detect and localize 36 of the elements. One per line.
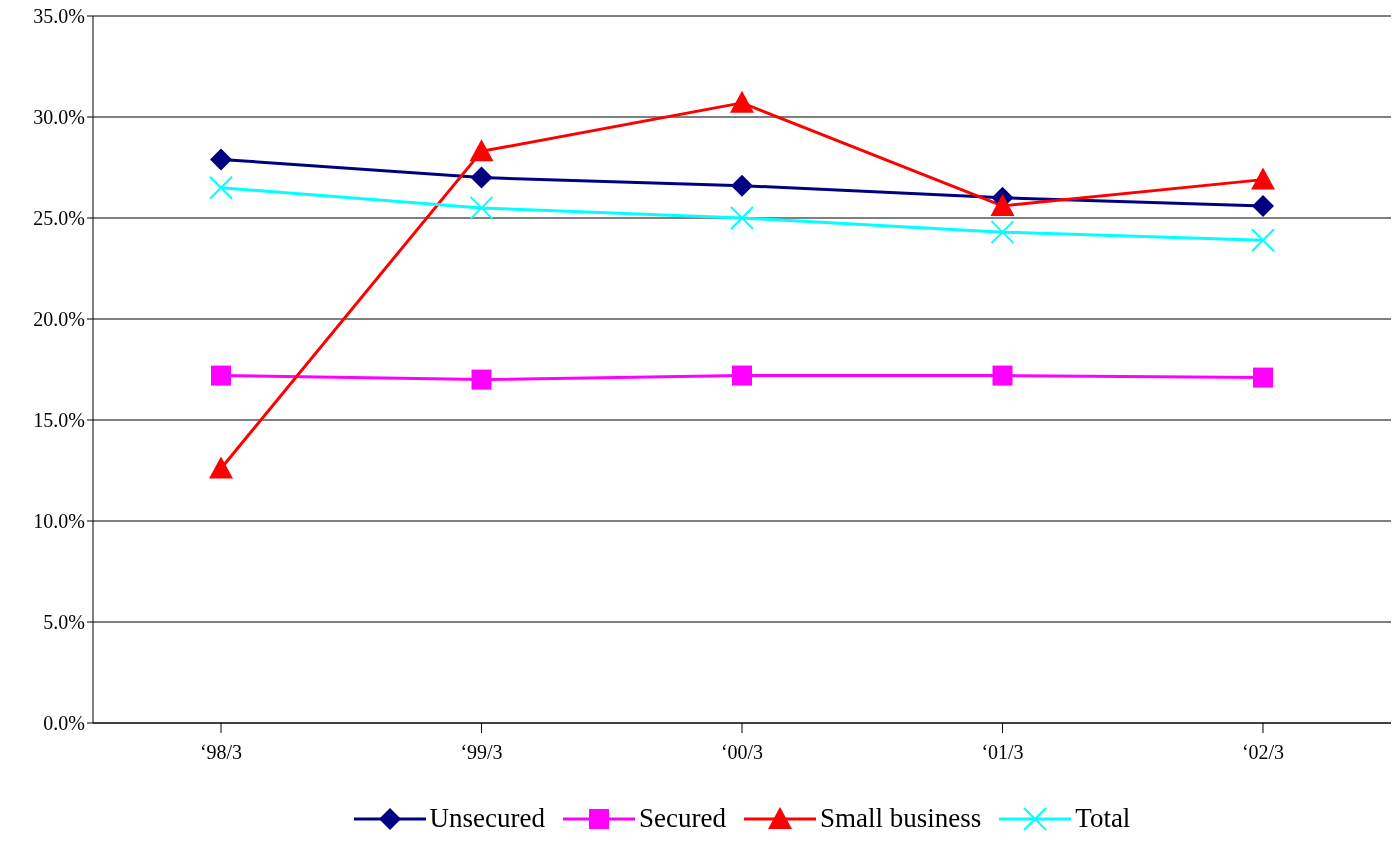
point: [209, 456, 233, 479]
y-tick-label: 0.0%: [43, 712, 85, 735]
y-tick-label: 10.0%: [33, 510, 85, 533]
legend-label: Unsecured: [429, 803, 546, 834]
y-tick-label: 15.0%: [33, 409, 85, 432]
point: [1252, 194, 1274, 217]
x-tick-label: ‘02/3: [1241, 741, 1285, 764]
point: [730, 206, 754, 230]
x-tick-label: ‘99/3: [460, 741, 503, 764]
x-tick-label: ‘00/3: [720, 741, 764, 764]
point: [990, 193, 1015, 216]
x-tick-label: ‘98/3: [199, 741, 243, 764]
y-tick-label: 20.0%: [33, 308, 85, 331]
x-tick-label: ‘01/3: [981, 741, 1024, 764]
point: [469, 195, 494, 220]
point: [730, 90, 754, 113]
point: [469, 139, 494, 162]
legend-label: Total: [1075, 803, 1131, 834]
point: [1251, 228, 1275, 253]
legend-label: Secured: [639, 803, 727, 834]
point: [470, 166, 493, 189]
point: [992, 365, 1013, 386]
legend-label: Small business: [820, 803, 982, 834]
point: [211, 365, 231, 386]
y-tick-label: 35.0%: [33, 5, 85, 28]
point: [471, 369, 492, 390]
point: [732, 365, 752, 386]
point: [210, 148, 232, 171]
point: [990, 220, 1015, 245]
point: [731, 174, 753, 197]
point: [209, 175, 233, 200]
y-tick-label: 25.0%: [33, 207, 85, 230]
point: [1253, 367, 1273, 388]
point: [1251, 167, 1275, 190]
y-tick-label: 30.0%: [33, 106, 85, 129]
y-tick-label: 5.0%: [43, 611, 85, 634]
